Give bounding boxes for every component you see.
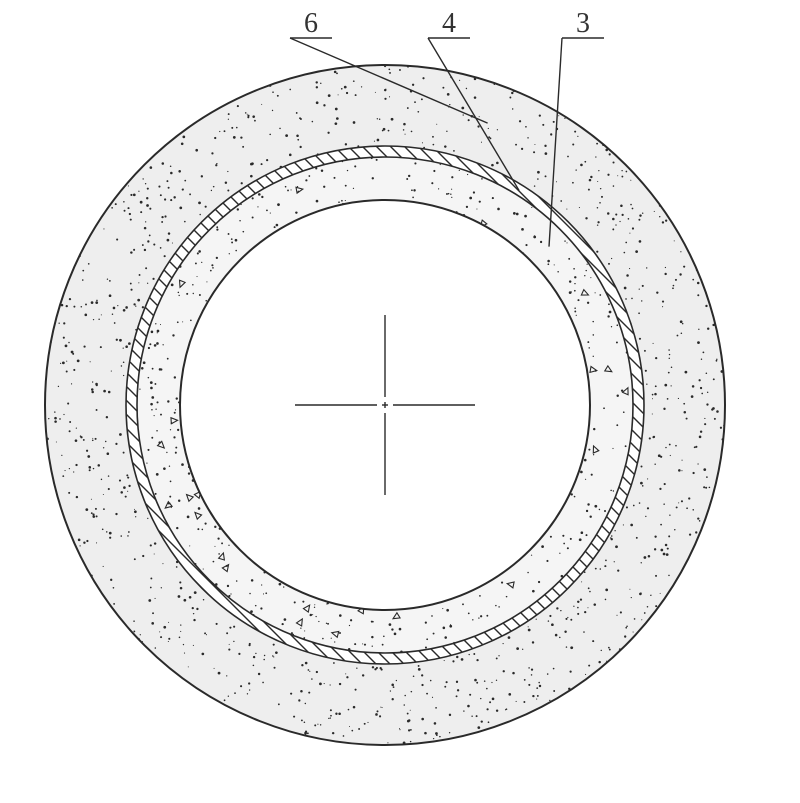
- label-4-text: 4: [442, 8, 456, 39]
- cross-section-diagram: 6 4 3: [0, 0, 800, 803]
- label-6-text: 6: [304, 8, 318, 39]
- label-3-text: 3: [576, 8, 590, 39]
- center-mark: [295, 315, 475, 495]
